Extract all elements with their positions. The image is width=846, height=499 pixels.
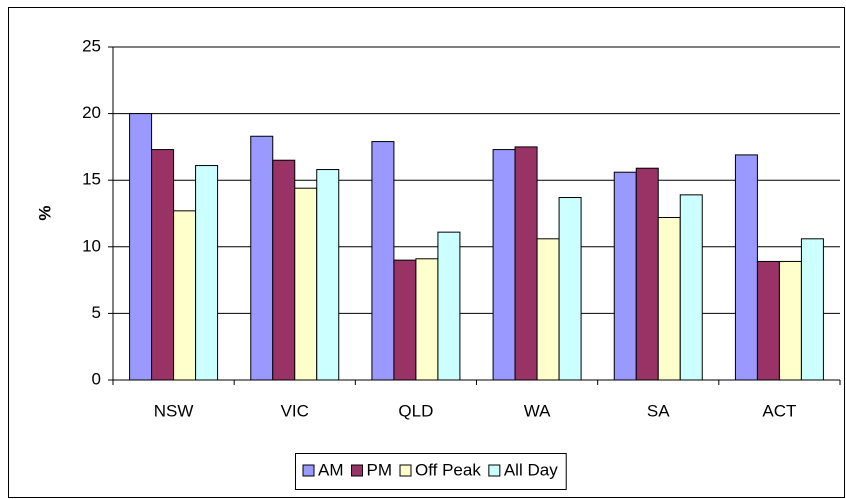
x-tick-label: ACT	[762, 401, 796, 420]
bar	[679, 194, 703, 381]
legend-swatch	[399, 464, 412, 477]
bar	[151, 149, 175, 381]
legend-label: Off Peak	[415, 460, 481, 479]
bar	[129, 113, 153, 381]
bar	[173, 210, 197, 381]
bar	[371, 141, 395, 381]
x-tick-label: QLD	[398, 401, 433, 420]
legend-swatch	[302, 464, 315, 477]
bar	[800, 238, 824, 381]
bar	[635, 167, 659, 381]
y-tick-label: 0	[92, 369, 101, 388]
x-tick-label: VIC	[281, 401, 309, 420]
bar	[657, 216, 681, 381]
x-tick-label: SA	[647, 401, 670, 420]
bar	[536, 238, 560, 381]
legend-label: AM	[318, 460, 344, 479]
legend	[295, 453, 567, 490]
bar	[756, 260, 780, 381]
legend-swatch	[488, 464, 501, 477]
y-tick-label: 5	[92, 303, 101, 322]
y-tick-label: 10	[82, 236, 101, 255]
x-tick-label: WA	[524, 401, 551, 420]
bar	[195, 165, 219, 381]
bar	[415, 258, 439, 381]
y-tick-label: 25	[82, 36, 101, 55]
bar	[294, 187, 318, 381]
y-tick-label: 20	[82, 103, 101, 122]
x-tick-label: NSW	[154, 401, 194, 420]
bar	[272, 159, 296, 381]
bar	[778, 260, 802, 381]
bar	[316, 169, 340, 381]
legend-label: All Day	[504, 460, 558, 479]
bar	[558, 197, 582, 381]
bar	[734, 154, 758, 381]
bar	[250, 135, 274, 381]
y-tick-label: 15	[82, 170, 101, 189]
bar	[492, 149, 516, 381]
bar	[514, 146, 538, 381]
y-axis-label: %	[35, 205, 54, 220]
bar	[613, 171, 637, 381]
legend-swatch	[351, 464, 363, 477]
bar	[393, 259, 417, 381]
bar	[437, 231, 461, 381]
legend-label: PM	[367, 460, 393, 479]
